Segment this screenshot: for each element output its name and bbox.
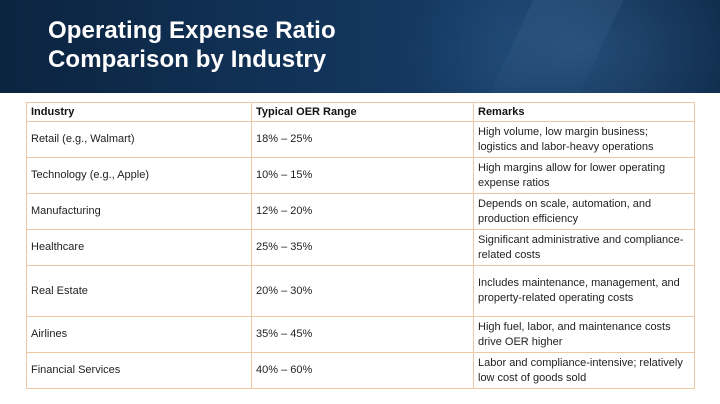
table-header-row: Industry Typical OER Range Remarks [26, 102, 695, 122]
industry-cell: Financial Services [26, 352, 252, 389]
remarks-cell: High fuel, labor, and maintenance costs … [473, 316, 695, 353]
industry-cell: Airlines [26, 316, 252, 353]
banner-glow [400, 0, 720, 93]
remarks-cell: Depends on scale, automation, and produc… [473, 193, 695, 230]
industry-cell: Technology (e.g., Apple) [26, 157, 252, 194]
remarks-cell: Significant administrative and complianc… [473, 229, 695, 266]
table-row: Healthcare 25% – 35% Significant adminis… [26, 229, 695, 266]
oer-range-cell: 12% – 20% [251, 193, 474, 230]
slide-title-line-1: Operating Expense Ratio [48, 17, 336, 44]
title-banner: Operating Expense Ratio Comparison by In… [0, 0, 720, 93]
industry-cell: Healthcare [26, 229, 252, 266]
remarks-cell: Includes maintenance, management, and pr… [473, 265, 695, 317]
slide-title-line-2: Comparison by Industry [48, 46, 327, 73]
header-industry: Industry [26, 102, 252, 122]
oer-range-cell: 20% – 30% [251, 265, 474, 317]
remarks-cell: Labor and compliance-intensive; relative… [473, 352, 695, 389]
industry-cell: Real Estate [26, 265, 252, 317]
header-oer-range: Typical OER Range [251, 102, 474, 122]
slide-title: Operating Expense Ratio Comparison by In… [48, 16, 336, 74]
remarks-cell: High margins allow for lower operating e… [473, 157, 695, 194]
table-row: Technology (e.g., Apple) 10% – 15% High … [26, 157, 695, 194]
oer-comparison-table: Industry Typical OER Range Remarks Retai… [26, 102, 695, 389]
table-row: Financial Services 40% – 60% Labor and c… [26, 352, 695, 389]
table-row: Airlines 35% – 45% High fuel, labor, and… [26, 316, 695, 353]
remarks-cell: High volume, low margin business; logist… [473, 121, 695, 158]
oer-range-cell: 35% – 45% [251, 316, 474, 353]
table-row: Manufacturing 12% – 20% Depends on scale… [26, 193, 695, 230]
industry-cell: Retail (e.g., Walmart) [26, 121, 252, 158]
industry-cell: Manufacturing [26, 193, 252, 230]
oer-range-cell: 40% – 60% [251, 352, 474, 389]
header-remarks: Remarks [473, 102, 695, 122]
oer-range-cell: 18% – 25% [251, 121, 474, 158]
table-row: Retail (e.g., Walmart) 18% – 25% High vo… [26, 121, 695, 158]
oer-range-cell: 10% – 15% [251, 157, 474, 194]
oer-range-cell: 25% – 35% [251, 229, 474, 266]
table-row: Real Estate 20% – 30% Includes maintenan… [26, 265, 695, 317]
